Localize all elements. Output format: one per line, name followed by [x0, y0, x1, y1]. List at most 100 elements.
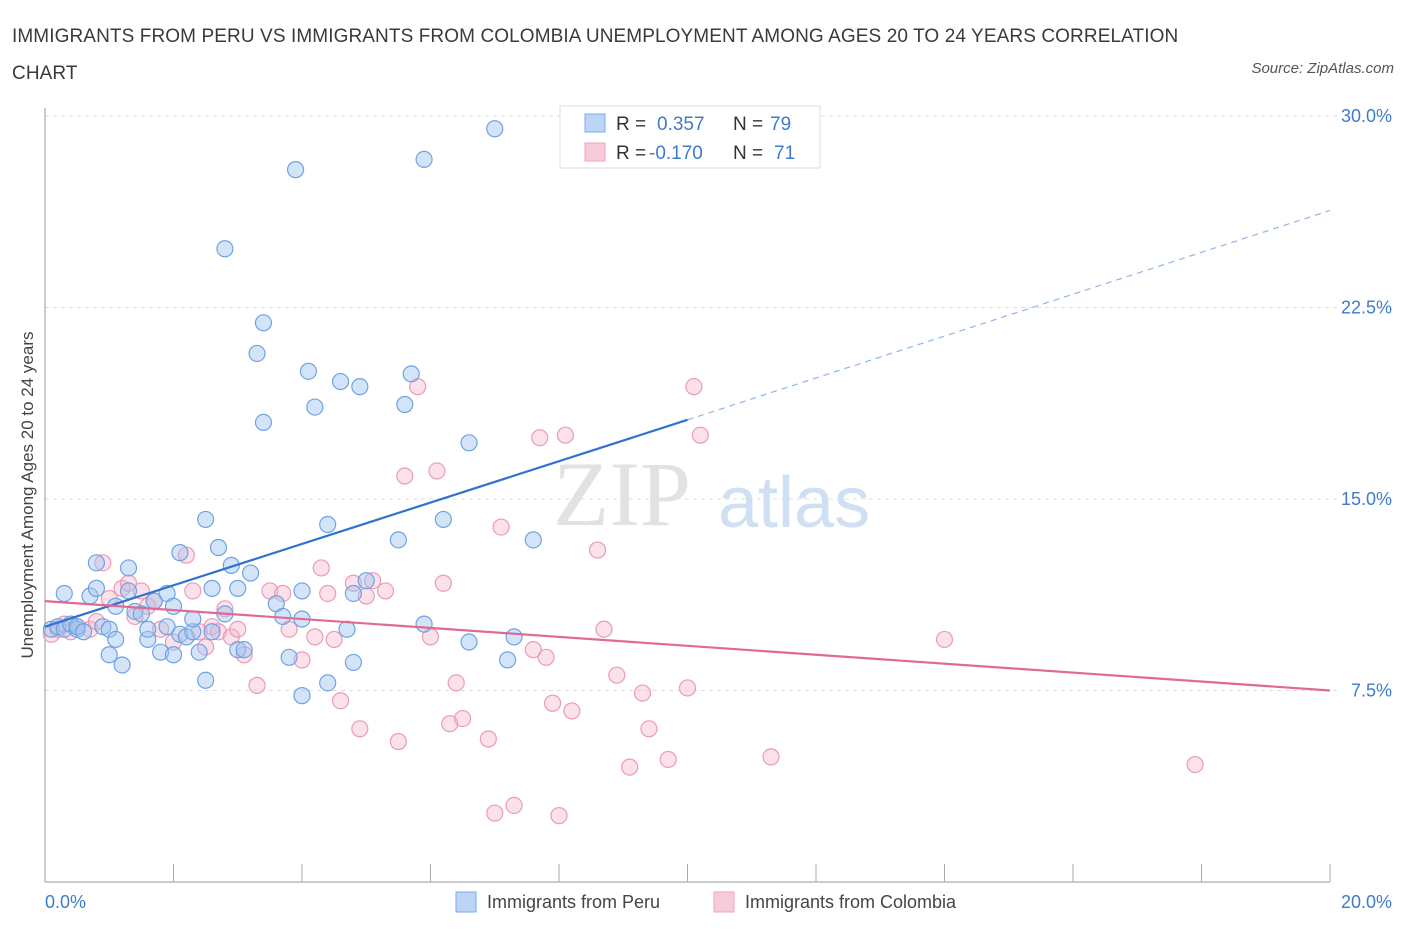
- peru-point: [184, 610, 202, 628]
- peru-point: [254, 314, 273, 332]
- peru-point: [171, 544, 189, 562]
- peru-point: [286, 161, 305, 179]
- peru-point: [319, 515, 337, 534]
- colombia-point: [563, 702, 581, 720]
- peru-point: [396, 395, 414, 414]
- peru-point: [119, 559, 138, 577]
- chart-title: IMMIGRANTS FROM PERU VS IMMIGRANTS FROM …: [12, 26, 1179, 84]
- x-tick-labels: 0.0% 20.0%: [45, 892, 1392, 912]
- legend-peru-label: Immigrants from Peru: [487, 892, 660, 912]
- colombia-point: [184, 582, 202, 600]
- peru-point: [344, 584, 362, 603]
- colombia-point: [312, 559, 330, 577]
- colombia-point: [344, 574, 362, 592]
- peru-r-value: 0.357: [657, 114, 705, 135]
- colombia-point: [486, 804, 504, 822]
- colombia-point: [389, 732, 407, 751]
- peru-point: [389, 531, 407, 549]
- peru-point: [164, 597, 183, 615]
- colombia-points: [42, 378, 1204, 825]
- colombia-r-value: -0.170: [649, 143, 703, 164]
- peru-point: [499, 651, 517, 669]
- colombia-point: [479, 730, 497, 748]
- peru-point: [100, 620, 118, 638]
- colombia-point: [531, 429, 549, 447]
- peru-point: [248, 344, 266, 363]
- colombia-point: [229, 620, 247, 638]
- peru-point: [55, 584, 73, 603]
- peru-point: [216, 240, 234, 258]
- colombia-point: [325, 630, 343, 649]
- y-tick-label: 30.0%: [1341, 106, 1392, 126]
- peru-point: [319, 674, 337, 692]
- colombia-point: [550, 807, 568, 825]
- trend-lines: [44, 209, 1331, 692]
- peru-point: [197, 510, 215, 529]
- peru-point: [190, 643, 208, 661]
- peru-point: [280, 648, 298, 666]
- colombia-point: [376, 582, 395, 600]
- peru-point: [254, 413, 273, 431]
- colombia-r-label: R =: [616, 143, 646, 164]
- peru-point: [197, 671, 215, 689]
- colombia-point: [659, 750, 677, 769]
- colombia-point: [209, 623, 228, 641]
- colombia-point: [357, 587, 375, 605]
- peru-trend-line: [44, 418, 688, 628]
- x-tick-label: 20.0%: [1341, 892, 1392, 912]
- colombia-point: [543, 694, 562, 712]
- colombia-point: [319, 584, 337, 603]
- peru-point: [87, 554, 106, 572]
- y-tick-label: 15.0%: [1341, 489, 1392, 509]
- colombia-point: [274, 584, 292, 603]
- peru-point: [293, 687, 311, 705]
- peru-point: [344, 653, 362, 672]
- colombia-point: [556, 426, 575, 444]
- y-axis-title: Unemployment Among Ages 20 to 24 years: [18, 332, 37, 659]
- peru-point: [505, 628, 523, 646]
- peru-point: [203, 579, 221, 597]
- colombia-point: [447, 674, 465, 692]
- peru-point: [402, 365, 420, 383]
- colombia-point: [441, 715, 459, 733]
- colombia-trend-line: [44, 600, 1331, 692]
- peru-point: [107, 630, 125, 649]
- peru-point: [229, 641, 247, 659]
- peru-point: [100, 646, 118, 664]
- colombia-point: [505, 796, 523, 815]
- colombia-point: [524, 641, 542, 659]
- watermark-zip: ZIP: [553, 443, 691, 545]
- peru-point: [164, 646, 183, 664]
- peru-point: [415, 615, 433, 633]
- stats-box: R = 0.357 N = 79 R = -0.170 N = 71: [559, 105, 821, 169]
- peru-point: [351, 378, 369, 396]
- colombia-point: [678, 679, 697, 697]
- colombia-point: [633, 684, 652, 702]
- peru-point: [132, 605, 150, 623]
- colombia-point: [293, 651, 311, 669]
- peru-trend-extension: [687, 209, 1331, 421]
- y-tick-label: 22.5%: [1341, 298, 1392, 318]
- colombia-point: [588, 541, 607, 559]
- colombia-point: [492, 518, 510, 536]
- peru-point: [87, 579, 106, 597]
- peru-point: [184, 623, 202, 641]
- peru-point: [152, 643, 170, 661]
- peru-point: [415, 150, 433, 169]
- colombia-point: [762, 748, 780, 766]
- colombia-point: [595, 620, 613, 638]
- colombia-point: [691, 426, 709, 444]
- colombia-point: [248, 676, 266, 694]
- colombia-point: [935, 630, 954, 649]
- peru-point: [299, 362, 318, 380]
- peru-point: [486, 120, 504, 138]
- colombia-point: [306, 628, 324, 646]
- colombia-n-value: 71: [774, 143, 795, 164]
- legend-colombia-swatch: [713, 891, 735, 913]
- peru-point: [113, 656, 131, 674]
- legend-colombia-label: Immigrants from Colombia: [745, 892, 957, 912]
- peru-point: [74, 623, 93, 641]
- gridlines: [45, 115, 1340, 691]
- peru-point: [158, 618, 176, 636]
- colombia-n-label: N =: [733, 143, 763, 164]
